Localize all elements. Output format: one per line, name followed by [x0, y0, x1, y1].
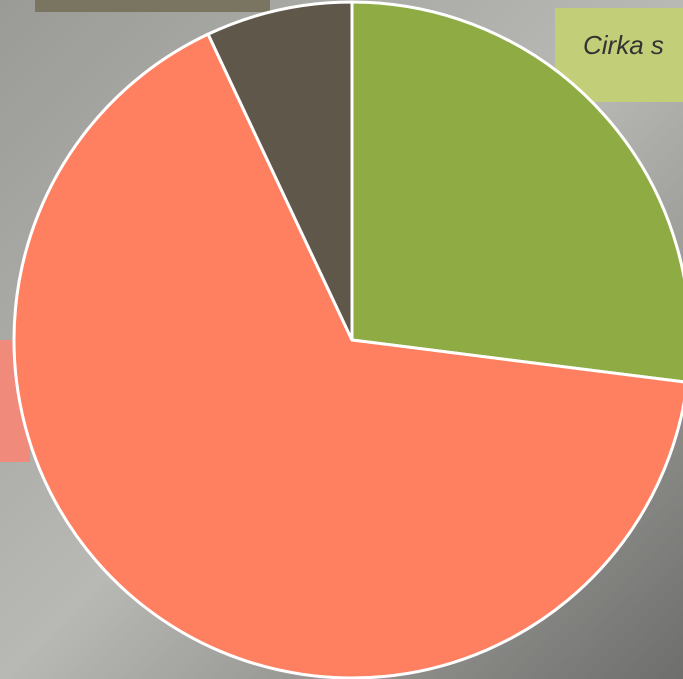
annotation: Cirka s [583, 30, 664, 60]
header-box [35, 0, 270, 12]
pie-slice [206, 0, 354, 342]
pie-slice [350, 0, 683, 384]
pie [12, 0, 683, 679]
pie-slice [12, 32, 683, 679]
